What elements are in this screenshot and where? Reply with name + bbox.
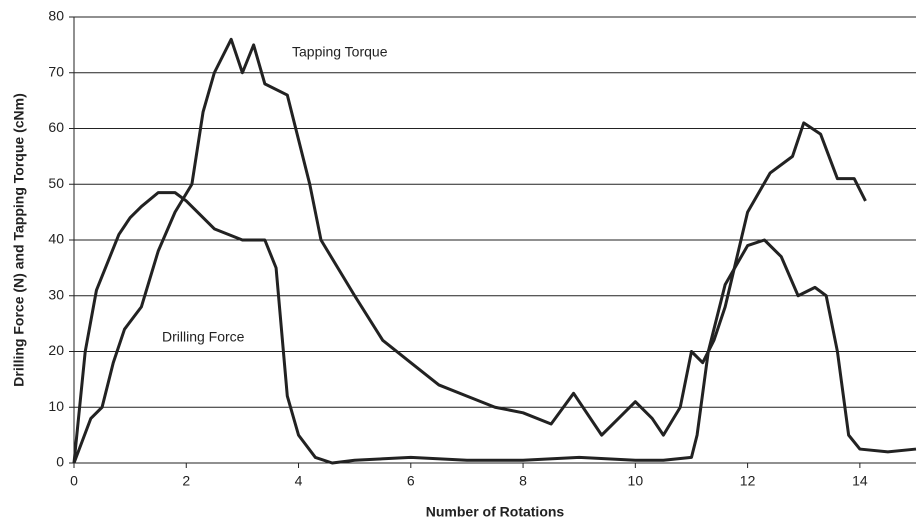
series-annotation: Tapping Torque: [292, 44, 388, 60]
y-tick-label: 10: [48, 398, 64, 414]
y-tick-label: 40: [48, 231, 64, 247]
x-tick-label: 12: [740, 473, 756, 489]
y-tick-label: 50: [48, 175, 64, 191]
x-tick-label: 6: [407, 473, 415, 489]
x-tick-label: 8: [519, 473, 527, 489]
x-axis-title: Number of Rotations: [426, 504, 565, 520]
y-tick-label: 60: [48, 119, 64, 135]
y-tick-label: 30: [48, 286, 64, 302]
x-tick-label: 10: [628, 473, 644, 489]
x-tick-label: 0: [70, 473, 78, 489]
x-tick-label: 4: [295, 473, 303, 489]
y-tick-label: 0: [56, 454, 64, 470]
y-tick-label: 70: [48, 63, 64, 79]
series-line: [72, 37, 867, 464]
y-tick-label: 80: [48, 8, 64, 24]
series-annotation: Drilling Force: [162, 329, 245, 345]
series-line: [72, 191, 917, 465]
x-tick-label: 2: [182, 473, 190, 489]
y-tick-label: 20: [48, 342, 64, 358]
y-axis-title: Drilling Force (N) and Tapping Torque (c…: [11, 93, 27, 386]
x-tick-label: 14: [852, 473, 868, 489]
